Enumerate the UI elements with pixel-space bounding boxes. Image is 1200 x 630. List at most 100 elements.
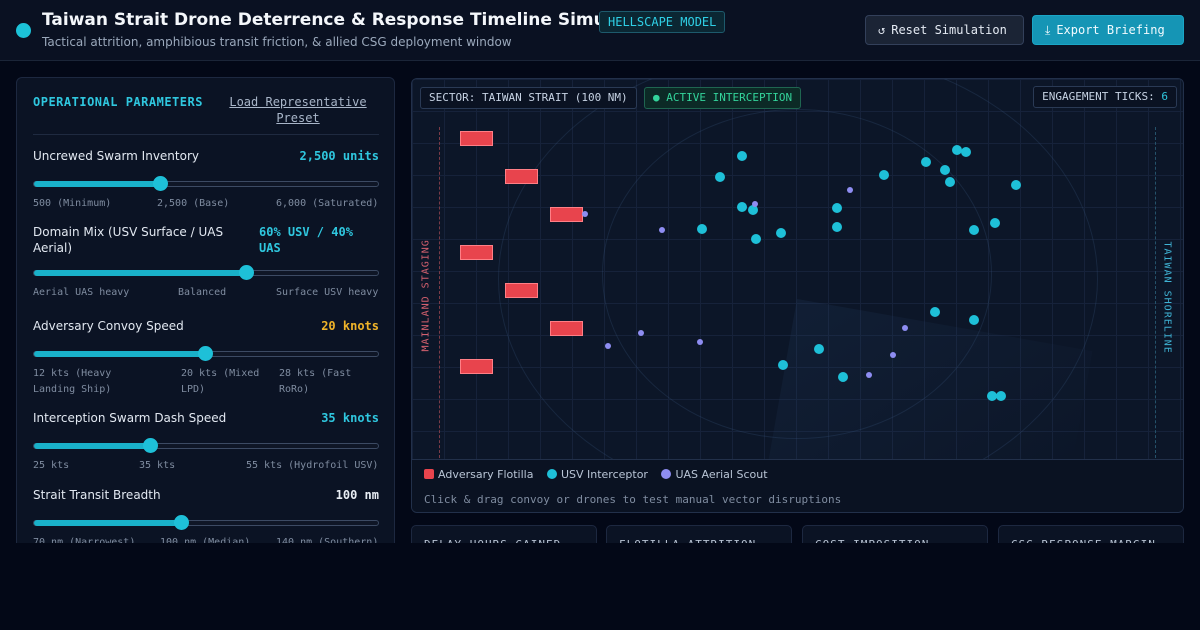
adversary-convoy-marker[interactable]	[460, 359, 493, 374]
legend-usv: USV Interceptor	[546, 468, 648, 481]
adversary-convoy-marker[interactable]	[460, 245, 493, 260]
usv-interceptor-marker[interactable]	[961, 147, 971, 157]
usv-interceptor-marker[interactable]	[996, 391, 1006, 401]
load-preset-link[interactable]: Load Representative Preset	[229, 95, 367, 125]
slider-thumb[interactable]	[153, 176, 169, 191]
status-text: ACTIVE INTERCEPTION	[666, 91, 793, 104]
usv-interceptor-marker[interactable]	[990, 218, 1000, 228]
param-5: Strait Transit Breadth 100 nm 70 nm (Narro…	[33, 487, 379, 556]
uas-scout-marker[interactable]	[847, 187, 853, 193]
usv-interceptor-marker[interactable]	[838, 372, 848, 382]
usv-interceptor-marker[interactable]	[832, 222, 842, 232]
slider-tick-label: Balanced	[178, 287, 227, 298]
viewport-bottom	[0, 543, 1200, 630]
adversary-convoy-marker[interactable]	[505, 169, 538, 184]
uas-scout-marker[interactable]	[890, 352, 896, 358]
usv-interceptor-marker[interactable]	[814, 344, 824, 354]
legend-usv-label: USV Interceptor	[560, 468, 648, 481]
app-title: Taiwan Strait Drone Deterrence & Respons…	[42, 10, 652, 30]
uas-scout-marker[interactable]	[638, 330, 644, 336]
reset-simulation-button[interactable]: ↺ Reset Simulation	[865, 15, 1024, 45]
param-value: 35 knots	[321, 411, 379, 425]
slider-tick-label: 28 kts (Fast RoRo)	[279, 368, 352, 395]
param-label: Interception Swarm Dash Speed	[33, 411, 227, 425]
operational-parameters-panel: OPERATIONAL PARAMETERS Load Representati…	[16, 77, 395, 557]
usv-interceptor-marker[interactable]	[921, 157, 931, 167]
uas-scout-marker[interactable]	[866, 372, 872, 378]
slider-thumb[interactable]	[173, 515, 189, 530]
param-slider[interactable]	[33, 265, 379, 280]
model-badge: HELLSCAPE MODEL	[599, 11, 726, 33]
slider-fill	[34, 270, 248, 276]
sector-chip: SECTOR: TAIWAN STRAIT (100 NM)	[420, 87, 637, 109]
usv-interceptor-marker[interactable]	[737, 202, 747, 212]
convoy-swatch-icon	[424, 469, 434, 479]
mainland-staging-label: MAINLAND STAGING	[420, 239, 432, 352]
usv-interceptor-marker[interactable]	[879, 170, 889, 180]
usv-interceptor-marker[interactable]	[751, 234, 761, 244]
slider-tick-label: 500 (Minimum)	[33, 198, 112, 209]
param-slider[interactable]	[33, 176, 379, 191]
usv-interceptor-marker[interactable]	[1011, 180, 1021, 190]
adversary-convoy-marker[interactable]	[460, 131, 493, 146]
usv-interceptor-marker[interactable]	[969, 315, 979, 325]
param-label: Uncrewed Swarm Inventory	[33, 149, 199, 163]
uas-scout-marker[interactable]	[605, 343, 611, 349]
param-slider[interactable]	[33, 438, 379, 453]
param-value: 2,500 units	[299, 149, 379, 163]
adversary-convoy-marker[interactable]	[550, 207, 583, 222]
slider-tick-label: Aerial UAS heavy	[33, 287, 130, 298]
slider-tick-label: 25 kts	[33, 460, 70, 471]
usv-interceptor-marker[interactable]	[940, 165, 950, 175]
usv-interceptor-marker[interactable]	[987, 391, 997, 401]
usv-interceptor-marker[interactable]	[715, 172, 725, 182]
uas-scout-marker[interactable]	[697, 339, 703, 345]
adversary-convoy-marker[interactable]	[505, 283, 538, 298]
legend-convoy: Adversary Flotilla	[424, 468, 533, 481]
usv-interceptor-marker[interactable]	[945, 177, 955, 187]
uas-scout-marker[interactable]	[902, 325, 908, 331]
param-value: 60% USV / 40% UAS	[259, 225, 353, 255]
param-slider[interactable]	[33, 515, 379, 530]
usv-interceptor-marker[interactable]	[930, 307, 940, 317]
uas-scout-marker[interactable]	[659, 227, 665, 233]
slider-thumb[interactable]	[142, 438, 158, 453]
usv-interceptor-marker[interactable]	[952, 145, 962, 155]
ticks-value: 6	[1161, 90, 1168, 103]
usv-interceptor-marker[interactable]	[697, 224, 707, 234]
strait-map[interactable]: MAINLAND STAGING TAIWAN SHORELINE SECTOR…	[412, 79, 1183, 512]
logo-icon	[16, 23, 31, 38]
export-briefing-button[interactable]: ⤓ Export Briefing	[1032, 15, 1184, 45]
mainland-staging-line	[439, 127, 440, 463]
legend-uas-label: UAS Aerial Scout	[675, 468, 768, 481]
usv-interceptor-marker[interactable]	[737, 151, 747, 161]
strait-map-panel: MAINLAND STAGING TAIWAN SHORELINE SECTOR…	[411, 78, 1184, 513]
download-icon: ⤓	[1045, 23, 1051, 37]
adversary-convoy-marker[interactable]	[550, 321, 583, 336]
app-subtitle: Tactical attrition, amphibious transit f…	[42, 35, 512, 49]
param-slider[interactable]	[33, 346, 379, 361]
slider-fill	[34, 351, 206, 357]
legend-uas: UAS Aerial Scout	[661, 468, 768, 481]
usv-interceptor-marker[interactable]	[776, 228, 786, 238]
map-legend: Adversary Flotilla USV Interceptor UAS A…	[424, 468, 778, 481]
radar-ring	[602, 109, 992, 439]
legend-convoy-label: Adversary Flotilla	[438, 468, 534, 481]
usv-interceptor-marker[interactable]	[778, 360, 788, 370]
reset-icon: ↺	[878, 23, 886, 37]
usv-interceptor-marker[interactable]	[748, 205, 758, 215]
param-2: Domain Mix (USV Surface / UAS Aerial) 60%…	[33, 224, 379, 298]
taiwan-shoreline-label: TAIWAN SHORELINE	[1161, 241, 1173, 354]
map-footer: Adversary Flotilla USV Interceptor UAS A…	[412, 459, 1183, 512]
slider-thumb[interactable]	[198, 346, 213, 361]
uas-scout-marker[interactable]	[582, 211, 588, 217]
usv-interceptor-marker[interactable]	[969, 225, 979, 235]
slider-tick-label: 20 kts (Mixed LPD)	[181, 368, 260, 395]
usv-interceptor-marker[interactable]	[832, 203, 842, 213]
slider-thumb[interactable]	[239, 265, 255, 280]
slider-tick-label: Surface USV heavy	[276, 287, 379, 298]
uas-scout-marker[interactable]	[752, 201, 758, 207]
param-value: 100 nm	[335, 488, 379, 502]
slider-tick-label: 55 kts (Hydrofoil USV)	[246, 460, 379, 471]
map-hint: Click & drag convoy or drones to test ma…	[424, 493, 842, 506]
